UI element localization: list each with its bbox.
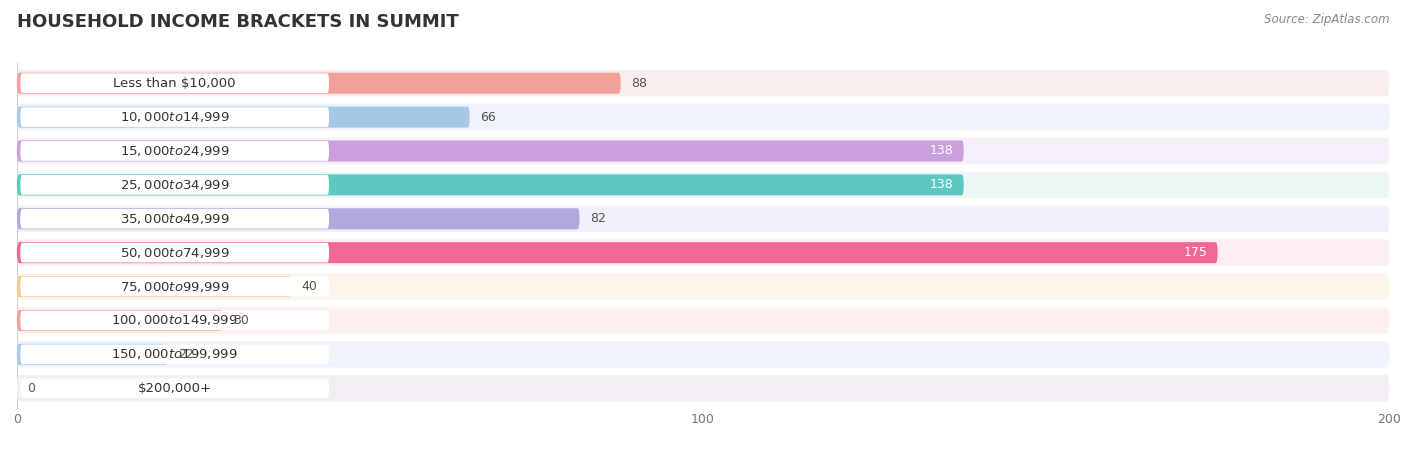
Text: $100,000 to $149,999: $100,000 to $149,999 bbox=[111, 313, 238, 327]
Text: 88: 88 bbox=[631, 77, 647, 90]
FancyBboxPatch shape bbox=[17, 73, 620, 94]
FancyBboxPatch shape bbox=[20, 107, 329, 127]
FancyBboxPatch shape bbox=[17, 208, 579, 229]
FancyBboxPatch shape bbox=[20, 209, 329, 229]
FancyBboxPatch shape bbox=[17, 341, 1389, 368]
FancyBboxPatch shape bbox=[17, 344, 167, 365]
Text: $35,000 to $49,999: $35,000 to $49,999 bbox=[120, 212, 229, 226]
FancyBboxPatch shape bbox=[17, 310, 222, 331]
FancyBboxPatch shape bbox=[17, 375, 1389, 401]
FancyBboxPatch shape bbox=[17, 106, 470, 128]
Text: $75,000 to $99,999: $75,000 to $99,999 bbox=[120, 280, 229, 294]
Text: Less than $10,000: Less than $10,000 bbox=[114, 77, 236, 90]
FancyBboxPatch shape bbox=[17, 70, 1389, 97]
Text: $200,000+: $200,000+ bbox=[138, 382, 212, 395]
FancyBboxPatch shape bbox=[17, 141, 963, 162]
Text: $10,000 to $14,999: $10,000 to $14,999 bbox=[120, 110, 229, 124]
FancyBboxPatch shape bbox=[17, 174, 963, 195]
Text: 175: 175 bbox=[1184, 246, 1208, 259]
FancyBboxPatch shape bbox=[20, 344, 329, 364]
FancyBboxPatch shape bbox=[17, 239, 1389, 266]
Text: 30: 30 bbox=[233, 314, 249, 327]
FancyBboxPatch shape bbox=[17, 172, 1389, 198]
Text: $15,000 to $24,999: $15,000 to $24,999 bbox=[120, 144, 229, 158]
FancyBboxPatch shape bbox=[17, 104, 1389, 130]
FancyBboxPatch shape bbox=[17, 307, 1389, 334]
FancyBboxPatch shape bbox=[20, 311, 329, 330]
FancyBboxPatch shape bbox=[20, 277, 329, 296]
FancyBboxPatch shape bbox=[17, 242, 1218, 263]
Text: 138: 138 bbox=[929, 178, 953, 191]
Text: $50,000 to $74,999: $50,000 to $74,999 bbox=[120, 246, 229, 260]
Text: 82: 82 bbox=[589, 212, 606, 225]
Text: 66: 66 bbox=[479, 110, 496, 123]
Text: 0: 0 bbox=[27, 382, 35, 395]
FancyBboxPatch shape bbox=[17, 276, 291, 297]
Text: Source: ZipAtlas.com: Source: ZipAtlas.com bbox=[1264, 13, 1389, 26]
Text: $150,000 to $199,999: $150,000 to $199,999 bbox=[111, 348, 238, 361]
FancyBboxPatch shape bbox=[20, 175, 329, 195]
Text: 22: 22 bbox=[179, 348, 194, 361]
FancyBboxPatch shape bbox=[20, 243, 329, 263]
Text: $25,000 to $34,999: $25,000 to $34,999 bbox=[120, 178, 229, 192]
FancyBboxPatch shape bbox=[20, 379, 329, 398]
Text: 40: 40 bbox=[302, 280, 318, 293]
FancyBboxPatch shape bbox=[20, 73, 329, 93]
Text: 138: 138 bbox=[929, 145, 953, 158]
Text: HOUSEHOLD INCOME BRACKETS IN SUMMIT: HOUSEHOLD INCOME BRACKETS IN SUMMIT bbox=[17, 13, 458, 31]
FancyBboxPatch shape bbox=[17, 138, 1389, 164]
FancyBboxPatch shape bbox=[17, 206, 1389, 232]
FancyBboxPatch shape bbox=[17, 273, 1389, 300]
FancyBboxPatch shape bbox=[20, 141, 329, 161]
